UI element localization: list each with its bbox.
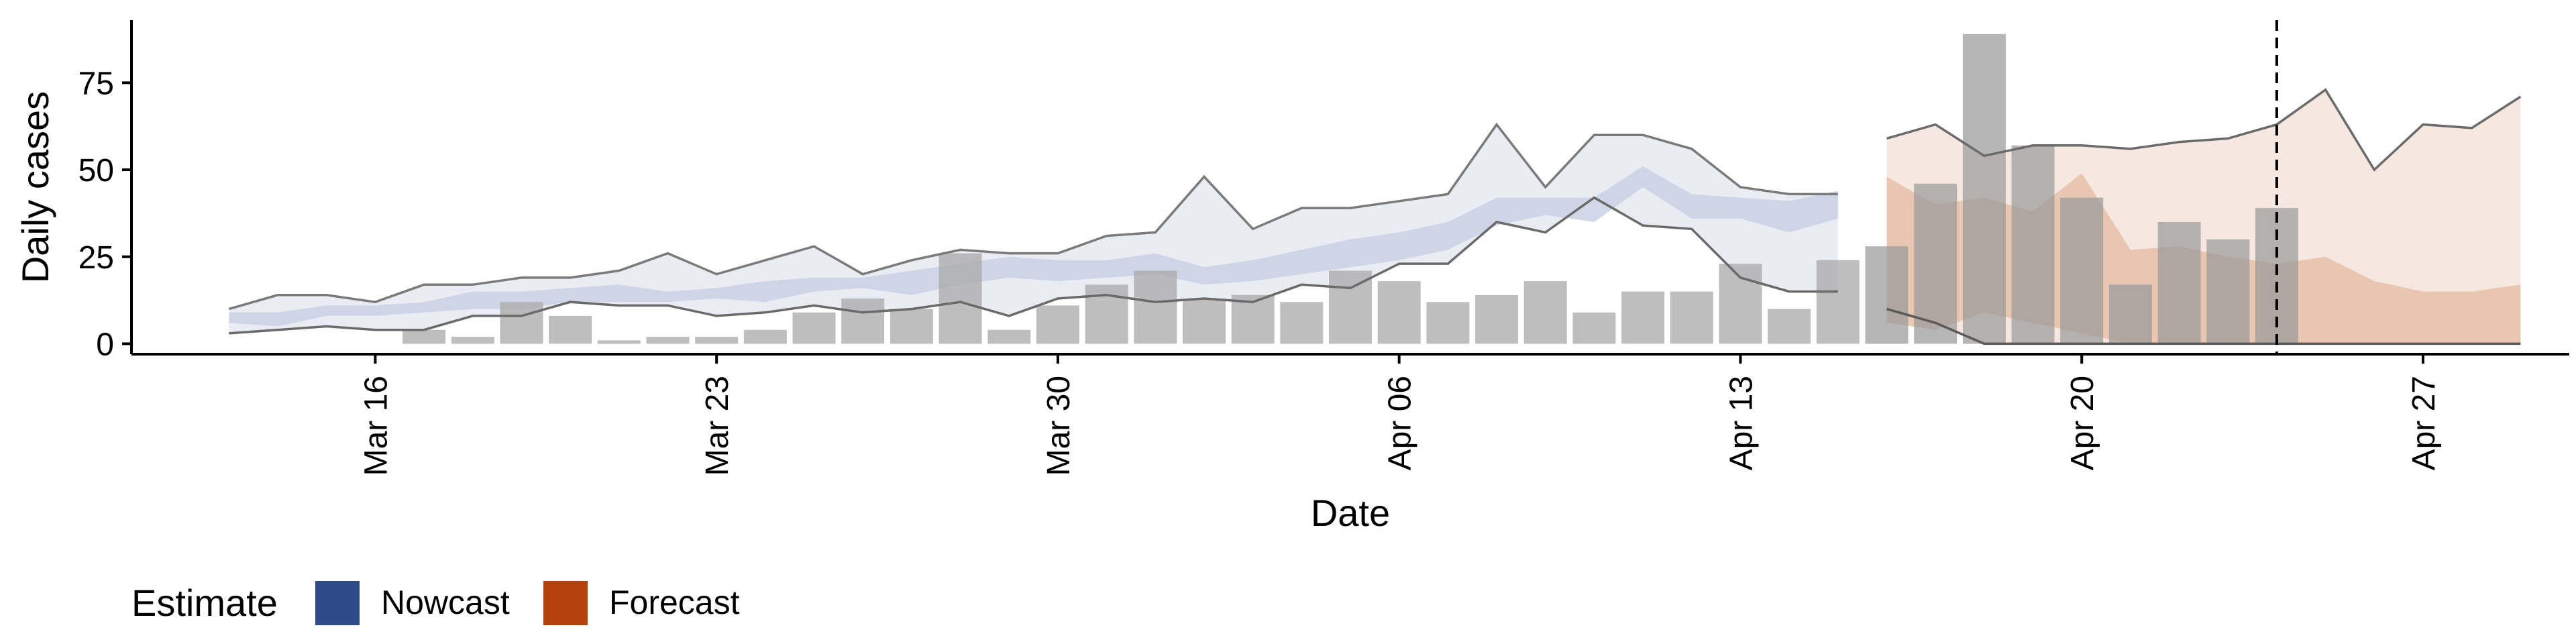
case-bar-2020-03-24 — [743, 329, 787, 344]
y-axis-ticks: 0 25 50 75 — [78, 66, 131, 362]
y-tick-label-0: 0 — [96, 327, 114, 362]
x-tick-label-2020-04-20: Apr 20 — [2065, 376, 2100, 470]
x-tick-label-2020-03-23: Mar 23 — [700, 376, 735, 476]
y-tick-label-50: 50 — [78, 153, 114, 189]
axes: 0 25 50 75 Mar 16 Mar 23 Mar 30 Apr 06 Apr 13 Ap… — [78, 20, 2569, 476]
case-bar-2020-03-20 — [549, 315, 592, 344]
case-bar-2020-04-08 — [1475, 294, 1519, 344]
case-bar-2020-03-18 — [451, 337, 494, 344]
x-axis-ticks: Mar 16 Mar 23 Mar 30 Apr 06 Apr 13 Apr 20 Apr … — [358, 354, 2442, 476]
legend-title: Estimate — [131, 582, 278, 624]
case-bar-2020-04-17 — [1914, 183, 1957, 344]
case-bar-2020-04-16 — [1865, 246, 1909, 344]
case-bar-2020-04-15 — [1816, 260, 1860, 344]
x-axis-title: Date — [1311, 492, 1390, 534]
case-bar-2020-04-04 — [1280, 302, 1324, 344]
legend-label-forecast: Forecast — [609, 584, 740, 621]
case-bar-2020-04-20 — [2060, 197, 2104, 344]
case-bar-2020-03-31 — [1085, 284, 1128, 344]
case-bar-2020-03-21 — [597, 340, 641, 344]
plot-area — [228, 20, 2522, 354]
case-bar-2020-04-18 — [1962, 34, 2006, 344]
case-bar-2020-04-07 — [1426, 302, 1470, 344]
case-bar-2020-03-29 — [987, 329, 1031, 344]
legend-label-nowcast: Nowcast — [381, 584, 510, 621]
y-tick-label-25: 25 — [78, 240, 114, 276]
interval-lines — [228, 88, 2522, 345]
case-bar-2020-03-25 — [792, 312, 836, 344]
legend-swatch-nowcast — [315, 581, 360, 625]
y-tick-label-75: 75 — [78, 66, 114, 101]
case-bar-2020-04-11 — [1621, 291, 1665, 344]
nowcast-outer-band — [229, 124, 1838, 333]
case-bar-2020-04-21 — [2108, 284, 2152, 344]
case-bar-2020-04-12 — [1670, 291, 1713, 344]
case-bar-2020-04-06 — [1377, 281, 1421, 344]
x-tick-label-2020-04-06: Apr 06 — [1383, 376, 1418, 470]
y-axis-title: Daily cases — [14, 91, 56, 283]
case-bar-2020-04-02 — [1183, 299, 1226, 344]
case-bar-2020-04-23 — [2206, 239, 2250, 344]
observed-cases-bars — [402, 34, 2298, 344]
case-bar-2020-04-09 — [1523, 281, 1567, 344]
legend: Estimate Nowcast Forecast — [131, 581, 740, 625]
forecast-lower-line — [1886, 307, 2521, 345]
nowcast-lower-line — [229, 196, 1838, 335]
case-bar-2020-03-17 — [402, 329, 446, 344]
case-bar-2020-03-26 — [841, 299, 885, 344]
case-bar-2020-03-23 — [695, 337, 739, 344]
case-bar-2020-04-13 — [1719, 264, 1762, 344]
x-tick-label-2020-03-30: Mar 30 — [1041, 376, 1077, 476]
x-tick-label-2020-04-13: Apr 13 — [1723, 376, 1759, 470]
legend-swatch-forecast — [543, 581, 588, 625]
x-tick-label-2020-03-16: Mar 16 — [358, 376, 394, 476]
case-bar-2020-04-19 — [2011, 145, 2055, 344]
case-bar-2020-03-19 — [500, 302, 543, 344]
x-tick-label-2020-04-27: Apr 27 — [2406, 376, 2442, 470]
case-bar-2020-04-05 — [1329, 270, 1372, 344]
case-bar-2020-03-22 — [646, 337, 690, 344]
case-bar-2020-03-28 — [938, 253, 982, 344]
case-bar-2020-04-01 — [1134, 270, 1177, 344]
nowcast-upper-line — [228, 122, 1838, 311]
case-bar-2020-04-10 — [1572, 312, 1616, 344]
case-bar-2020-04-22 — [2157, 221, 2201, 344]
forecast-upper-line — [1886, 88, 2522, 172]
case-bar-2020-03-27 — [890, 309, 933, 344]
nowcast-inner-band — [229, 166, 1838, 327]
case-bar-2020-04-14 — [1768, 309, 1811, 344]
case-bar-2020-03-30 — [1036, 305, 1079, 344]
